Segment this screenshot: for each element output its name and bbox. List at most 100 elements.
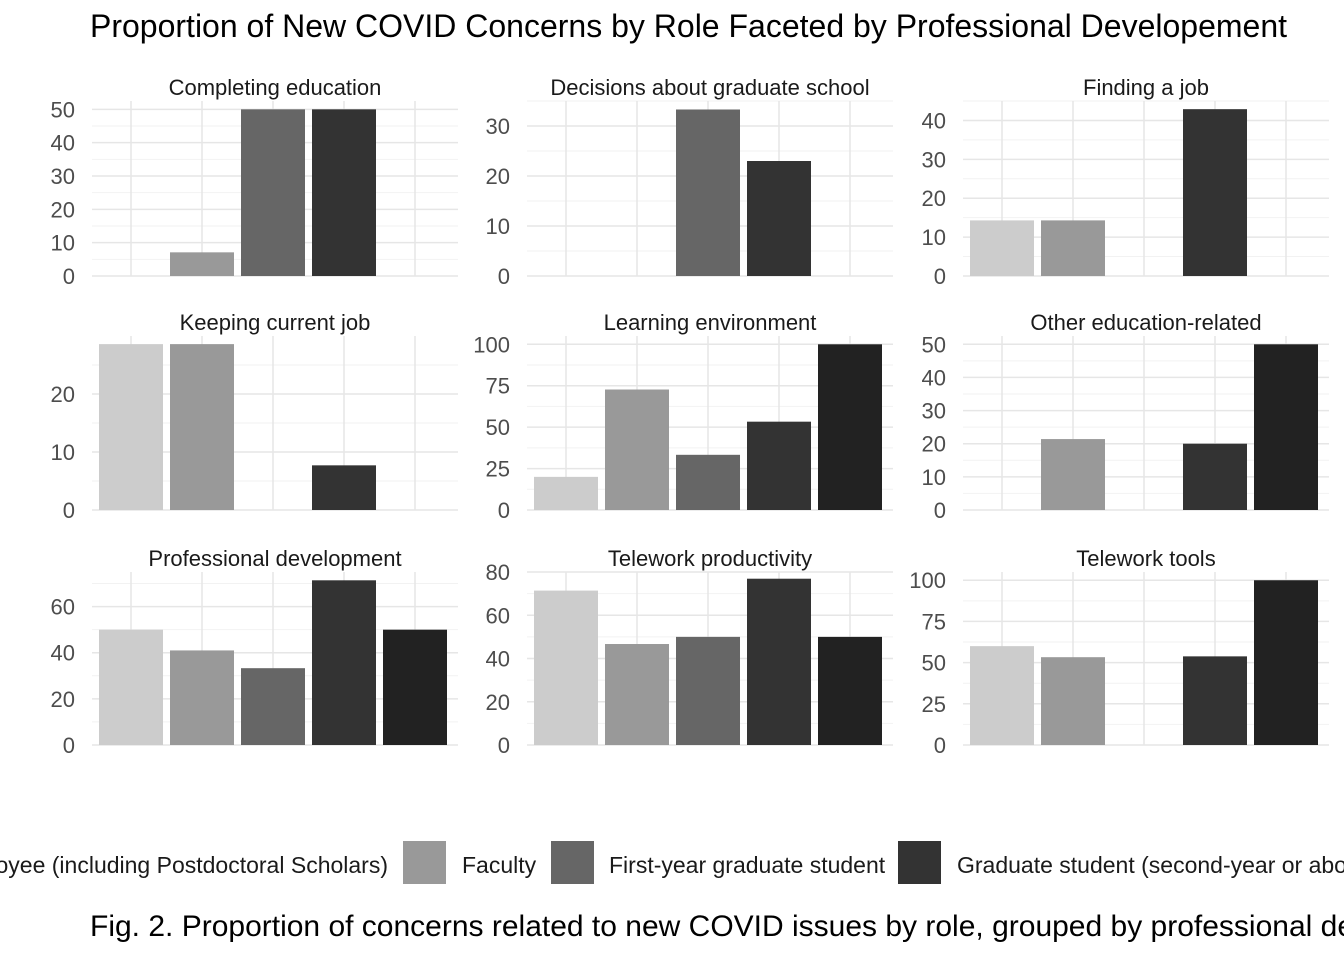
facet-title: Other education-related (1030, 310, 1261, 335)
bar (970, 220, 1034, 276)
y-tick-label: 0 (498, 264, 510, 289)
facet-panel: Decisions about graduate school 0 10 20 30 (486, 75, 893, 289)
bar (534, 590, 598, 745)
y-tick-label: 0 (498, 733, 510, 758)
facet-title: Decisions about graduate school (550, 75, 869, 100)
bar (241, 109, 305, 276)
bar (170, 344, 234, 510)
y-tick-label: 0 (498, 498, 510, 523)
bar (676, 454, 740, 510)
bar (605, 389, 669, 510)
bar (747, 578, 811, 745)
y-tick-label: 75 (922, 609, 946, 634)
y-tick-label: 20 (486, 690, 510, 715)
bar (1183, 109, 1247, 277)
y-tick-label: 50 (51, 97, 75, 122)
facet-panel: Other education-related 0 10 20 30 40 50 (922, 310, 1329, 523)
bar (312, 109, 376, 276)
y-tick-label: 0 (63, 264, 75, 289)
y-tick-label: 20 (922, 186, 946, 211)
y-tick-label: 60 (51, 595, 75, 620)
facet-panel: Keeping current job 0 10 20 (51, 310, 458, 523)
legend: Employee (including Postdoctoral Scholar… (0, 841, 1344, 884)
bar (170, 252, 234, 276)
y-tick-label: 20 (922, 432, 946, 457)
figure-caption: Fig. 2. Proportion of concerns related t… (90, 910, 1344, 943)
y-tick-label: 20 (486, 164, 510, 189)
chart-title: Proportion of New COVID Concerns by Role… (90, 8, 1288, 44)
y-tick-label: 10 (486, 214, 510, 239)
y-tick-label: 30 (486, 114, 510, 139)
y-tick-label: 60 (486, 603, 510, 628)
facet-title: Finding a job (1083, 75, 1209, 100)
bar (241, 668, 305, 745)
bar (170, 650, 234, 745)
y-tick-label: 40 (51, 131, 75, 156)
bar (605, 644, 669, 745)
facet-panel: Completing education 0 10 20 30 40 50 (51, 75, 458, 289)
y-tick-label: 0 (934, 264, 946, 289)
legend-label: Employee (including Postdoctoral Scholar… (0, 852, 388, 878)
facet-title: Telework productivity (608, 546, 812, 571)
y-tick-label: 100 (909, 568, 946, 593)
facet-title: Completing education (169, 75, 382, 100)
bar (747, 421, 811, 510)
y-tick-label: 20 (51, 687, 75, 712)
y-tick-label: 0 (934, 498, 946, 523)
bar (1183, 443, 1247, 510)
facet-panel: Telework tools 0 25 50 75 100 (909, 546, 1329, 758)
facet-title: Telework tools (1076, 546, 1215, 571)
facet-panel: Finding a job 0 10 20 30 40 (922, 75, 1329, 289)
legend-key (898, 841, 941, 884)
facet-panel: Telework productivity 0 20 40 60 80 (486, 546, 893, 758)
facet-title: Keeping current job (180, 310, 371, 335)
bar (1183, 656, 1247, 745)
bar (383, 629, 447, 745)
y-tick-label: 0 (63, 733, 75, 758)
y-tick-label: 25 (486, 457, 510, 482)
facet-title: Professional development (148, 546, 401, 571)
y-tick-label: 0 (63, 498, 75, 523)
facet-panel: Learning environment 0 25 50 75 100 (473, 310, 893, 523)
bar (676, 636, 740, 745)
y-tick-label: 0 (934, 733, 946, 758)
facet-title: Learning environment (604, 310, 817, 335)
y-tick-label: 40 (486, 647, 510, 672)
y-tick-label: 80 (486, 560, 510, 585)
y-tick-label: 20 (51, 382, 75, 407)
legend-key (403, 841, 446, 884)
bar (676, 109, 740, 276)
bar (970, 646, 1034, 745)
y-tick-label: 20 (51, 197, 75, 222)
y-tick-label: 10 (51, 440, 75, 465)
y-tick-label: 40 (922, 108, 946, 133)
y-tick-label: 30 (51, 164, 75, 189)
bar (99, 344, 163, 510)
bar (1041, 220, 1105, 276)
bar (99, 629, 163, 745)
y-tick-label: 30 (922, 147, 946, 172)
y-tick-label: 40 (922, 365, 946, 390)
legend-label: Faculty (462, 852, 537, 878)
bar (818, 636, 882, 745)
bar (312, 465, 376, 510)
legend-key (551, 841, 594, 884)
y-tick-label: 10 (922, 465, 946, 490)
bar (1254, 580, 1318, 745)
bar (534, 476, 598, 510)
bar (747, 161, 811, 276)
bar (1254, 344, 1318, 510)
legend-label: Graduate student (second-year or above) (957, 852, 1344, 878)
y-tick-label: 30 (922, 399, 946, 424)
y-tick-label: 40 (51, 641, 75, 666)
y-tick-label: 10 (51, 231, 75, 256)
y-tick-label: 50 (922, 651, 946, 676)
y-tick-label: 50 (922, 332, 946, 357)
y-tick-label: 25 (922, 692, 946, 717)
facet-panel: Professional development 0 20 40 60 (51, 546, 458, 758)
bar (312, 580, 376, 745)
y-tick-label: 100 (473, 332, 510, 357)
y-tick-label: 50 (486, 415, 510, 440)
legend-label: First-year graduate student (609, 852, 886, 878)
